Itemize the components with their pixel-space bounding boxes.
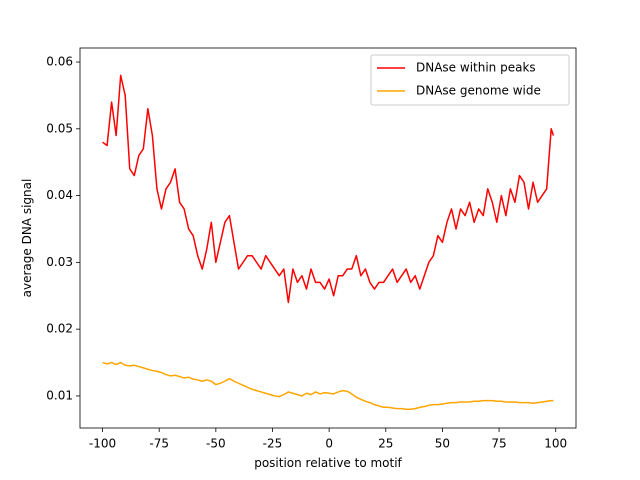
y-tick-label: 0.02 <box>46 322 73 336</box>
legend-label: DNAse genome wide <box>416 84 541 98</box>
data-line <box>102 361 554 411</box>
x-axis-label: position relative to motif <box>254 456 402 470</box>
x-tick-label: 50 <box>435 437 450 451</box>
x-tick-label: -100 <box>89 437 116 451</box>
x-tick-label: 100 <box>544 437 567 451</box>
x-tick-label: -25 <box>263 437 283 451</box>
legend-box <box>370 54 570 106</box>
x-tick-label: 25 <box>378 437 393 451</box>
y-axis-label: average DNA signal <box>20 179 34 298</box>
x-tick-label: 0 <box>325 437 333 451</box>
y-tick-label: 0.03 <box>46 255 73 269</box>
y-tick-label: 0.04 <box>46 188 73 202</box>
data-line <box>102 74 555 304</box>
x-tick-label: -75 <box>149 437 169 451</box>
legend-label: DNAse within peaks <box>416 61 536 75</box>
plot-frame <box>79 47 577 429</box>
y-tick-label: 0.01 <box>46 388 73 402</box>
x-tick-label: 75 <box>491 437 506 451</box>
x-tick-label: -50 <box>206 437 226 451</box>
y-tick-label: 0.05 <box>46 121 73 135</box>
y-tick-label: 0.06 <box>46 55 73 69</box>
